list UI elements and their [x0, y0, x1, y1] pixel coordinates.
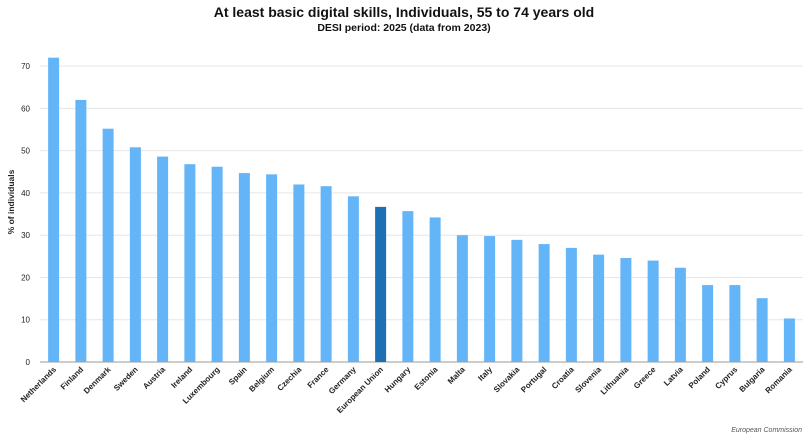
bar-croatia — [565, 247, 577, 362]
bar-slovenia — [593, 254, 605, 362]
bar-germany — [347, 196, 359, 362]
x-tick-label: Cyprus — [713, 365, 739, 391]
bar-luxembourg — [211, 166, 223, 362]
x-tick-label: Netherlands — [19, 365, 58, 404]
x-tick-label: Romania — [764, 365, 795, 396]
y-tick-label: 60 — [21, 104, 30, 113]
bar-malta — [456, 235, 468, 362]
y-tick-label: 70 — [21, 62, 30, 71]
x-tick-label: Ireland — [169, 365, 194, 390]
y-tick-label: 30 — [21, 231, 30, 240]
bar-belgium — [266, 174, 278, 362]
bar-poland — [702, 285, 714, 362]
bar-slovakia — [511, 239, 523, 362]
x-tick-label: Bulgaria — [738, 365, 767, 394]
bar-cyprus — [729, 285, 741, 362]
bar-bulgaria — [756, 298, 768, 362]
chart-subtitle: DESI period: 2025 (data from 2023) — [317, 22, 491, 34]
bar-france — [320, 186, 332, 362]
x-tick-label: Slovakia — [492, 365, 522, 395]
y-tick-label: 40 — [21, 189, 30, 198]
x-tick-label: Finland — [59, 365, 86, 392]
bar-ireland — [184, 164, 196, 362]
x-tick-label: Portugal — [519, 365, 548, 394]
bar-lithuania — [620, 258, 632, 362]
bar-european-union — [375, 206, 387, 362]
y-tick-label: 0 — [26, 358, 31, 367]
bar-spain — [238, 173, 250, 362]
x-tick-label: Sweden — [112, 365, 140, 393]
bar-romania — [783, 318, 795, 362]
x-tick-label: Malta — [446, 365, 467, 386]
x-tick-label: Czechia — [276, 365, 304, 393]
bar-portugal — [538, 244, 550, 362]
x-tick-label: Lithuania — [599, 365, 631, 397]
bar-latvia — [674, 267, 686, 362]
x-tick-label: Spain — [227, 365, 249, 387]
x-tick-label: Latvia — [662, 365, 685, 388]
bar-estonia — [429, 217, 441, 362]
bar-netherlands — [48, 57, 60, 363]
credit-label: European Commission — [731, 427, 802, 434]
x-tick-label: Italy — [476, 365, 494, 383]
chart-title: At least basic digital skills, Individua… — [213, 4, 595, 20]
bar-italy — [484, 236, 496, 362]
x-tick-label: Austria — [141, 365, 167, 391]
bar-sweden — [129, 147, 141, 362]
bar-denmark — [102, 128, 114, 362]
bar-finland — [75, 99, 87, 363]
bar-czechia — [293, 184, 305, 362]
y-tick-label: 20 — [21, 273, 30, 282]
y-axis-label: % of individuals — [6, 169, 16, 234]
bar-hungary — [402, 211, 414, 362]
x-tick-label: Denmark — [82, 365, 113, 396]
bar-greece — [647, 260, 659, 362]
x-tick-label: Belgium — [247, 365, 276, 394]
x-tick-label: Hungary — [383, 365, 413, 395]
x-tick-label: Greece — [632, 365, 658, 391]
bar-austria — [157, 156, 169, 362]
y-tick-label: 10 — [21, 316, 30, 325]
x-tick-label: Estonia — [413, 365, 440, 392]
x-tick-label: Croatia — [550, 365, 576, 391]
x-tick-label: European Union — [335, 365, 385, 415]
x-tick-label: Poland — [687, 365, 712, 390]
x-tick-label: France — [306, 365, 331, 390]
y-tick-label: 50 — [21, 147, 30, 156]
